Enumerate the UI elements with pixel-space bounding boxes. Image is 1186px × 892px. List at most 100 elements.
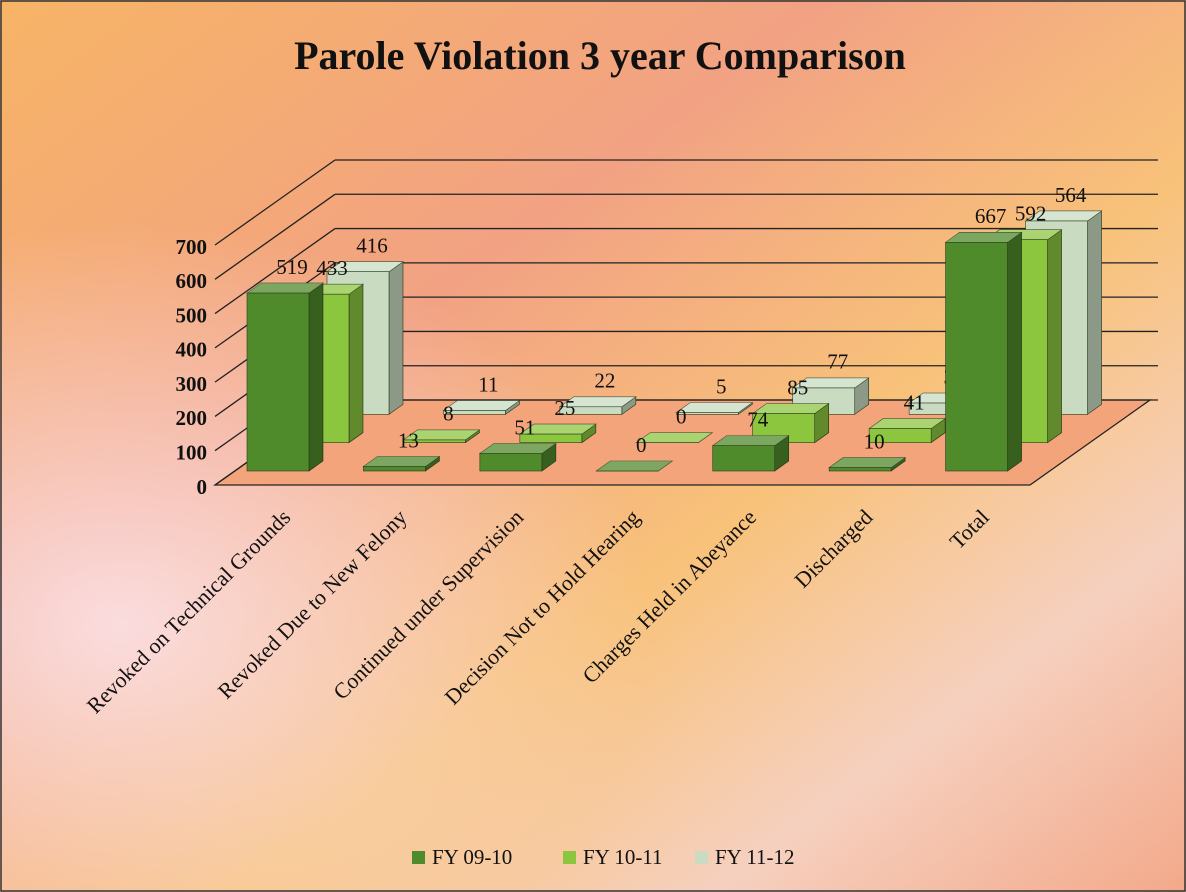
bar-top-shine [752,403,829,414]
bar-side-shade [854,377,869,415]
bar-side-shade [774,435,789,471]
bar-top-shine [596,461,673,471]
y-tick-label: 700 [176,235,208,259]
bar-top-shine [792,377,869,388]
y-tick-label: 300 [176,372,208,396]
legend-swatch [695,851,708,864]
bar-side-shade [814,403,829,443]
bar-group: 0 [595,433,674,472]
bar-top-shine [247,283,323,294]
legend-label: FY 11-12 [715,845,795,869]
data-label: 416 [356,234,388,258]
bar [363,466,426,472]
bar-top-shine [403,429,480,440]
bar-top-shine [1025,210,1102,221]
bar-top-shine [363,456,440,467]
bar [945,242,1008,472]
chart-title: Parole Violation 3 year Comparison [294,33,906,78]
bar [443,410,506,415]
bar-side-shade [1087,210,1102,415]
bar-side-shade [349,284,363,443]
bar-side-shade [931,418,946,443]
bar-group: 5 [675,374,754,415]
y-tick-label: 600 [176,269,208,293]
bar-top-shine [443,400,520,411]
bar-top-shine [945,232,1022,243]
data-label: 77 [827,350,848,374]
grid-line [214,228,336,315]
bar [868,428,932,443]
data-label: 41 [904,390,925,414]
bar [246,292,310,472]
bar-group: 519 [246,255,324,472]
bar-group: 41 [868,390,947,444]
legend-label: FY 10-11 [583,845,663,869]
bar [828,467,892,472]
bar-side-shade [581,424,596,443]
bar-group: 10 [828,429,907,472]
bar-top-shine [676,402,753,413]
y-tick-label: 0 [197,475,208,499]
bar-group: 85 [751,375,830,444]
bar [479,453,543,472]
y-tick-label: 100 [176,441,208,465]
data-label: 22 [594,369,615,393]
grid-line [214,159,336,246]
bar-top-shine [636,432,713,443]
bar-side-shade [309,283,323,471]
data-label: 13 [398,428,419,452]
data-label: 51 [514,415,535,439]
bar-top-shine [712,435,789,446]
bar-side-shade [738,402,753,415]
legend-label: FY 09-10 [432,845,512,869]
bar [519,433,583,443]
data-label: 0 [676,404,687,428]
legend-swatch [563,851,576,864]
bar [712,445,776,472]
data-label: 10 [864,429,885,453]
bar-group: 74 [711,407,790,472]
data-label: 5 [716,374,727,398]
bar-side-shade [541,443,556,471]
bar-group: 11 [442,372,521,415]
y-tick-label: 200 [176,406,208,430]
y-tick-label: 500 [176,303,208,327]
bar-side-shade [1047,229,1062,443]
data-label: 25 [554,396,575,420]
bar-top-shine [869,418,946,429]
bar-group: 8 [402,402,481,444]
bar-group: 667 [944,204,1023,472]
bar-top-shine [327,261,403,272]
y-tick-label: 400 [176,338,208,362]
bar-side-shade [1007,232,1022,471]
bar-group: 51 [478,415,557,472]
bar [675,412,739,415]
bar-side-shade [891,457,906,471]
bar-top-shine [519,424,596,435]
bar-side-shade [425,456,440,471]
data-label: 519 [276,255,308,279]
data-label: 85 [787,375,808,399]
bar-side-shade [505,400,520,415]
bar-side-shade [465,429,480,443]
bar-top-shine [829,457,906,468]
bar-group: 592 [984,202,1063,444]
data-label: 0 [636,433,647,457]
bar-group: 25 [518,396,597,444]
grid-line [214,193,336,280]
data-label: 667 [975,204,1007,228]
bar-group: 13 [362,428,441,472]
legend-swatch [412,851,425,864]
bar-side-shade [621,396,636,415]
data-label: 11 [478,372,498,396]
bar [559,406,623,415]
bar [403,439,466,443]
data-label: 592 [1015,202,1047,226]
bar-top-shine [479,443,556,454]
data-label: 8 [443,402,454,426]
bar-top-shine [559,396,636,407]
bar-group: 0 [635,404,714,443]
data-label: 564 [1055,183,1087,207]
